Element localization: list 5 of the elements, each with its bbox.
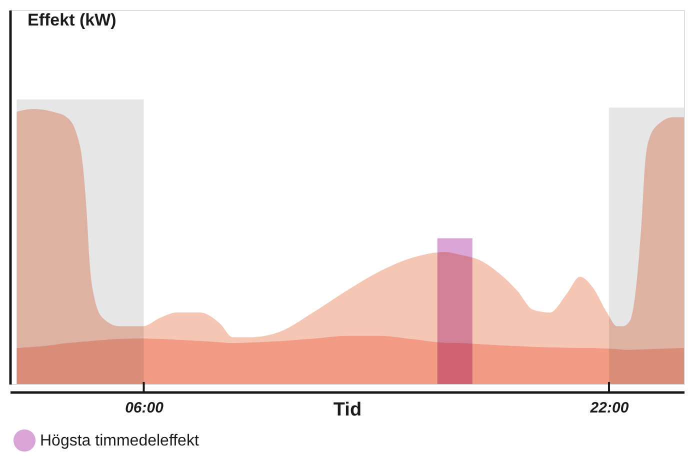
x-tick-label: 22:00 <box>589 400 630 416</box>
x-tick-label: 06:00 <box>125 400 164 416</box>
x-axis-title: Tid <box>333 400 362 420</box>
legend-label: Högsta timmedeleffekt <box>40 432 200 450</box>
y-axis-title: Effekt (kW) <box>28 10 116 30</box>
